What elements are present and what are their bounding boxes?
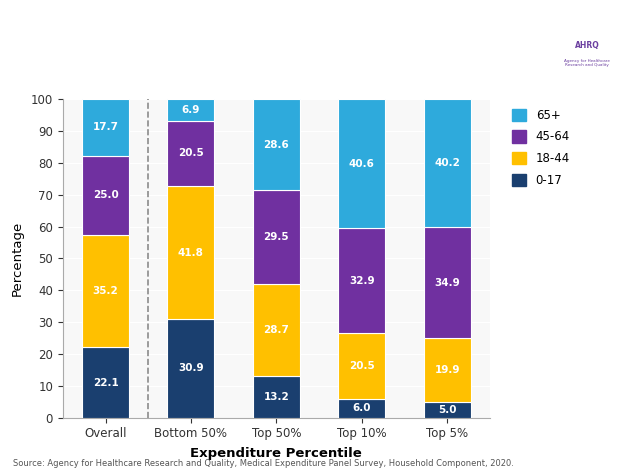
Text: Source: Agency for Healthcare Research and Quality, Medical Expenditure Panel Su: Source: Agency for Healthcare Research a… — [13, 459, 514, 468]
Bar — [253, 284, 300, 376]
Bar — [424, 338, 470, 402]
Bar — [338, 99, 385, 228]
Bar — [424, 227, 470, 338]
Text: Figure 3. Percentage of persons by age group and: Figure 3. Percentage of persons by age g… — [62, 23, 479, 38]
Text: 6.0: 6.0 — [352, 403, 371, 413]
Bar — [82, 99, 129, 155]
Bar — [253, 376, 300, 418]
Text: 5.0: 5.0 — [438, 405, 457, 415]
Text: 40.2: 40.2 — [434, 158, 460, 168]
Text: 17.7: 17.7 — [92, 122, 119, 132]
Text: 35.2: 35.2 — [92, 286, 119, 296]
Text: expenditure percentile, 2020: expenditure percentile, 2020 — [149, 60, 391, 76]
Y-axis label: Percentage: Percentage — [11, 221, 24, 296]
Bar — [82, 155, 129, 235]
Text: Agency for Healthcare
Research and Quality: Agency for Healthcare Research and Quali… — [564, 59, 610, 67]
Text: 20.5: 20.5 — [349, 361, 375, 371]
Bar — [168, 121, 214, 186]
Text: 6.9: 6.9 — [181, 105, 200, 115]
Bar — [168, 99, 214, 121]
Text: 34.9: 34.9 — [434, 278, 460, 288]
Text: 22.1: 22.1 — [92, 378, 119, 388]
Bar — [168, 186, 214, 319]
Bar — [253, 190, 300, 284]
Text: 20.5: 20.5 — [178, 148, 204, 159]
Bar — [338, 398, 385, 418]
Bar — [424, 99, 470, 227]
Bar — [82, 347, 129, 418]
Text: 13.2: 13.2 — [263, 392, 290, 402]
Text: 32.9: 32.9 — [349, 276, 374, 286]
X-axis label: Expenditure Percentile: Expenditure Percentile — [190, 447, 362, 460]
Text: 25.0: 25.0 — [92, 190, 119, 200]
Bar — [338, 228, 385, 333]
Text: 19.9: 19.9 — [435, 365, 460, 375]
Text: 28.6: 28.6 — [263, 140, 290, 150]
Circle shape — [339, 15, 628, 81]
Text: 40.6: 40.6 — [349, 159, 375, 169]
Bar — [82, 235, 129, 347]
Bar — [424, 402, 470, 418]
Text: 28.7: 28.7 — [263, 325, 290, 335]
Text: 29.5: 29.5 — [264, 232, 289, 242]
Legend: 65+, 45-64, 18-44, 0-17: 65+, 45-64, 18-44, 0-17 — [509, 105, 573, 191]
Bar — [168, 319, 214, 418]
Bar — [253, 99, 300, 190]
Text: 30.9: 30.9 — [178, 363, 203, 373]
Text: AHRQ: AHRQ — [575, 41, 600, 50]
Text: 41.8: 41.8 — [178, 248, 204, 258]
Bar — [338, 333, 385, 398]
